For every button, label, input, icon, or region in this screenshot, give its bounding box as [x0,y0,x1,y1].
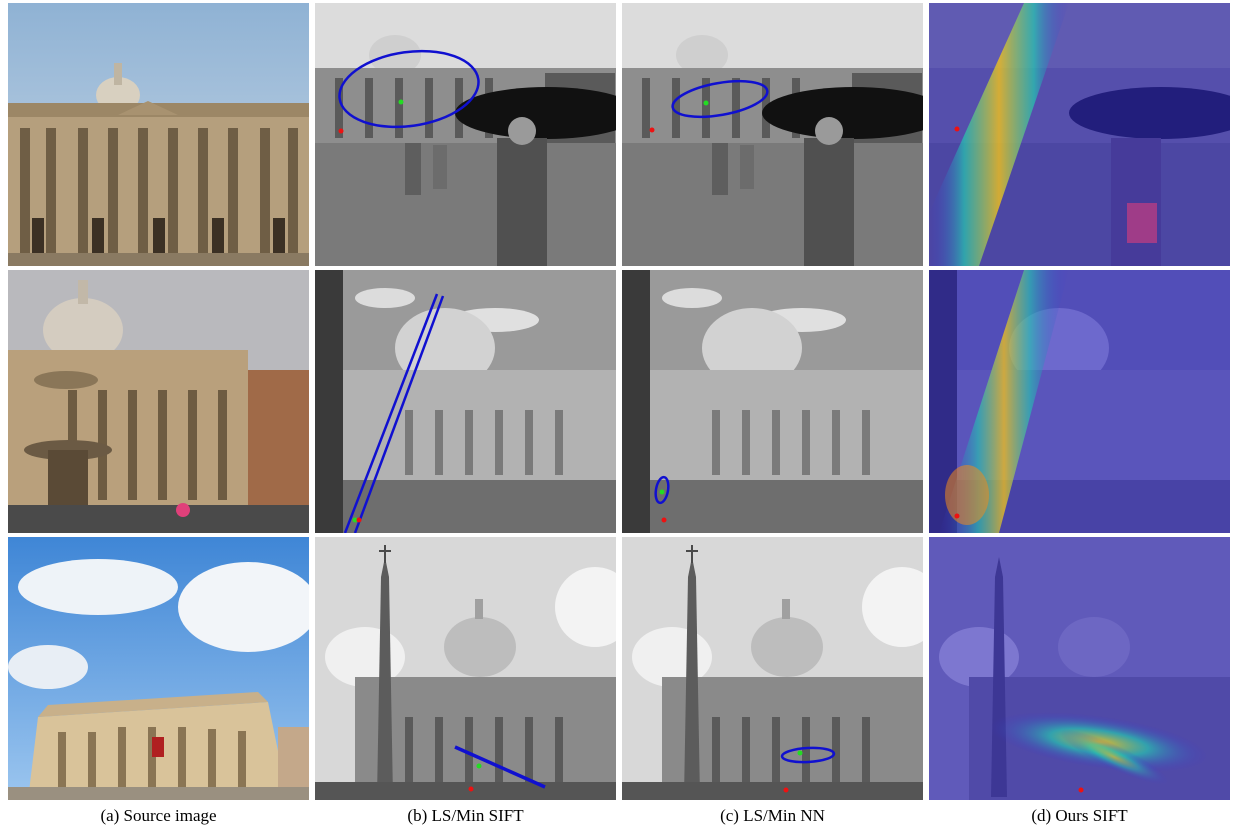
row1-ls-min-nn [622,3,923,266]
row2-source-photo [8,270,309,533]
row2-ls-min-sift-photo [315,270,616,533]
row2-ours-sift [929,270,1230,533]
row2-ours-sift-heatmap [929,270,1230,533]
caption-ours-sift: (d) Ours SIFT [1031,806,1128,825]
row1-source-photo [8,3,309,266]
row2-ls-min-nn [622,270,923,533]
row3-ours-sift [929,537,1230,800]
row3-source-photo [8,537,309,800]
figure-grid [8,3,1230,800]
caption-source-image: (a) Source image [100,806,217,825]
row3-ls-min-sift [315,537,616,800]
row2-source-image [8,270,309,533]
row2-ls-min-sift [315,270,616,533]
row1-ls-min-nn-photo [622,3,923,266]
row1-ours-sift [929,3,1230,266]
row2-ls-min-nn-photo [622,270,923,533]
row1-ours-sift-heatmap [929,3,1230,266]
row3-ours-sift-heatmap [929,537,1230,800]
row3-ls-min-nn-photo [622,537,923,800]
caption-ls-min-sift: (b) LS/Min SIFT [407,806,524,825]
row1-source-image [8,3,309,266]
caption-ls-min-nn: (c) LS/Min NN [720,806,825,825]
row3-source-image [8,537,309,800]
row3-ls-min-sift-photo [315,537,616,800]
row1-ls-min-sift-photo [315,3,616,266]
row3-ls-min-nn [622,537,923,800]
row1-ls-min-sift [315,3,616,266]
